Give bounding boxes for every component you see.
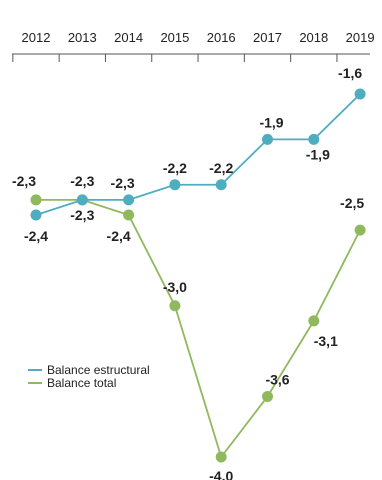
data-point: [30, 209, 42, 221]
data-label: -1,9: [259, 114, 283, 130]
data-point: [215, 179, 227, 191]
series-points: [30, 88, 366, 463]
legend-label: Balance total: [47, 376, 116, 390]
data-label: -2,3: [70, 207, 94, 223]
data-labels: -2,4 -2,3 -2,3 -2,2 -2,2 -1,9 -1,9 -1,6 -2,3 -2,3…: [12, 65, 364, 480]
legend-label: Balance estructural: [47, 363, 150, 377]
data-point: [123, 194, 135, 206]
data-point: [354, 88, 366, 100]
x-tick-label: 2013: [68, 30, 97, 45]
data-label: -2,4: [107, 228, 131, 244]
data-label: -1,6: [338, 65, 362, 81]
x-tick-label: 2015: [160, 30, 189, 45]
series-line: [36, 198, 361, 459]
data-label: -3,1: [314, 333, 338, 349]
data-label: -4,0: [209, 468, 233, 480]
data-label: -2,4: [24, 228, 48, 244]
series-lines: [35, 93, 361, 459]
data-label: -3,0: [163, 279, 187, 295]
data-label: -2,2: [163, 160, 187, 176]
x-tick-label: 2012: [22, 30, 51, 45]
data-label: -2,3: [12, 173, 36, 189]
data-label: -3,6: [265, 372, 289, 388]
data-label: -2,3: [70, 173, 94, 189]
data-label: -2,3: [111, 175, 135, 191]
data-point: [354, 224, 366, 236]
x-tick-label: 2019: [346, 30, 375, 45]
data-point: [308, 315, 320, 327]
data-label: -1,9: [306, 146, 330, 162]
x-axis: 2012 2013 2014 2015 2016 2017 2018 2019: [12, 30, 375, 62]
data-point: [123, 209, 135, 221]
data-point: [76, 194, 88, 206]
data-point: [30, 194, 42, 206]
data-label: -2,2: [209, 160, 233, 176]
data-point: [169, 179, 181, 191]
data-label: -2,5: [340, 195, 364, 211]
data-point: [262, 391, 273, 402]
x-tick-label: 2014: [114, 30, 143, 45]
data-point: [308, 133, 320, 145]
x-tick-label: 2016: [207, 30, 236, 45]
data-point: [215, 451, 227, 463]
data-point: [169, 300, 181, 312]
x-tick-label: 2017: [253, 30, 282, 45]
data-point: [262, 133, 273, 145]
x-tick-label: 2018: [299, 30, 328, 45]
series-line: [35, 93, 361, 216]
